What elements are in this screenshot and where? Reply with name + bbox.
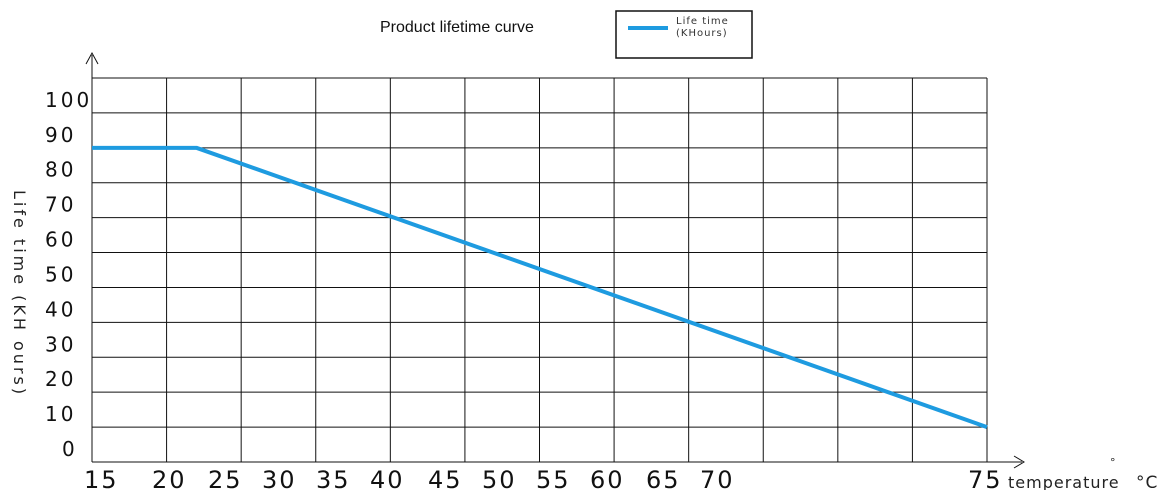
x-tick-label: 35 [316,466,351,490]
x-tick-label: 30 [262,466,297,490]
y-tick-label: 90 [45,123,76,147]
legend: Life time (KHours) [615,10,753,59]
x-tick-label: 65 [646,466,681,490]
y-tick-label: 0 [62,437,78,461]
y-axis-arrow [85,51,99,65]
x-axis-arrow [1013,455,1025,469]
x-tick-label: 20 [152,466,187,490]
x-tick-label: 40 [370,466,405,490]
y-tick-label: 70 [45,193,76,217]
x-tick-labels: 15 20 25 30 35 40 45 50 55 60 65 70 75 [84,466,1003,490]
series-group [92,145,988,429]
series-line [92,145,988,429]
legend-label-line-1: Life time [676,16,729,27]
legend-label-line-2: (KHours) [676,28,728,39]
chart-title: Product lifetime curve [380,19,534,36]
y-tick-label: 60 [45,228,76,252]
y-tick-label: 50 [45,262,76,286]
x-axis-label: temperature [1008,473,1120,490]
x-tick-label: 70 [700,466,735,490]
x-tick-label: 15 [84,466,119,490]
y-tick-label: 30 [45,332,76,356]
legend-box [615,10,753,59]
x-tick-label: 60 [590,466,625,490]
y-tick-label: 100 [45,88,92,112]
y-tick-label: 80 [45,158,76,182]
y-tick-label: 40 [45,297,76,321]
x-axis-degree-mark: ° [1110,456,1117,469]
x-tick-label: 25 [208,466,243,490]
y-tick-label: 10 [45,402,76,426]
x-tick-label: 55 [536,466,571,490]
x-tick-label: 50 [482,466,517,490]
axes [85,51,1025,469]
y-tick-labels: 0 10 20 30 40 50 60 70 80 90 100 [45,88,92,461]
x-tick-label: 45 [428,466,463,490]
y-tick-label: 20 [45,367,76,391]
grid [91,77,988,463]
x-tick-label: 75 [968,466,1003,490]
x-axis-unit: °C [1136,473,1158,490]
y-axis-label: Life time (KH ours) [10,190,29,397]
